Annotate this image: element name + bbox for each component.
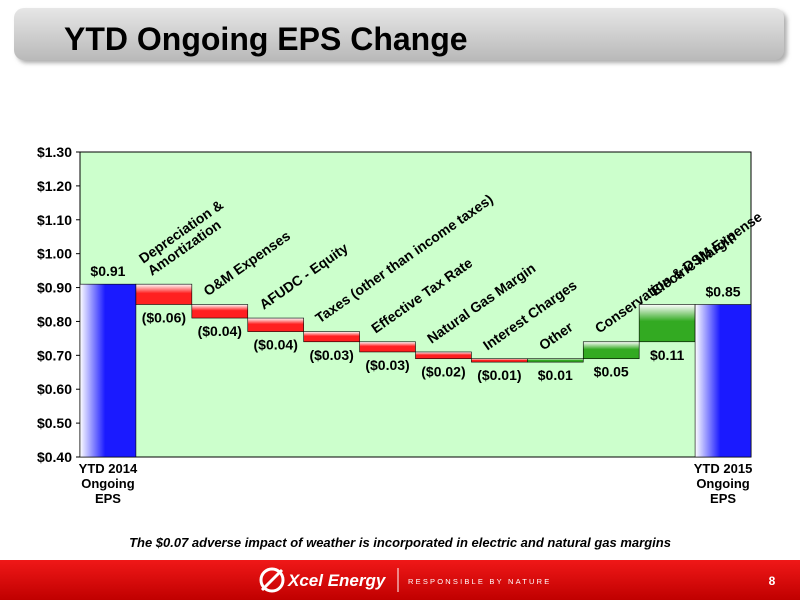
value-label: $0.91 xyxy=(90,263,125,279)
y-tick-label: $1.10 xyxy=(37,212,72,228)
y-tick-label: $0.90 xyxy=(37,280,72,296)
bar xyxy=(471,358,528,363)
footer-bar xyxy=(0,560,800,600)
value-label: ($0.01) xyxy=(477,367,521,383)
bar xyxy=(582,341,640,360)
value-label: ($0.06) xyxy=(142,310,186,326)
value-label: $0.05 xyxy=(594,364,629,380)
bar xyxy=(303,331,360,343)
x-tick-label: YTD 2015 Ongoing EPS xyxy=(694,461,753,506)
page-number: 8 xyxy=(769,574,776,588)
y-tick-label: $1.00 xyxy=(37,246,72,262)
value-label: $0.85 xyxy=(706,284,741,300)
logo-icon xyxy=(259,567,285,593)
bar xyxy=(527,358,584,363)
value-label: ($0.04) xyxy=(198,323,242,339)
bar xyxy=(415,351,472,360)
bar xyxy=(191,304,249,319)
bar xyxy=(694,304,752,458)
y-tick-label: $0.70 xyxy=(37,347,72,363)
value-label: ($0.03) xyxy=(309,347,353,363)
value-label: $0.01 xyxy=(538,367,573,383)
y-tick-label: $0.50 xyxy=(37,415,72,431)
bar xyxy=(79,283,137,458)
slide-title: YTD Ongoing EPS Change xyxy=(64,21,468,57)
brand: Xcel Energy xyxy=(287,571,387,590)
bar xyxy=(638,304,696,343)
value-label: ($0.03) xyxy=(365,357,409,373)
bar xyxy=(359,341,416,353)
y-tick-label: $0.80 xyxy=(37,313,72,329)
bar xyxy=(247,317,304,332)
header-bar xyxy=(14,8,784,60)
y-tick-label: $1.30 xyxy=(37,144,72,160)
tagline: RESPONSIBLE BY NATURE xyxy=(408,577,551,586)
x-tick-label: YTD 2014 Ongoing EPS xyxy=(79,461,138,506)
y-tick-label: $0.40 xyxy=(37,449,72,465)
y-tick-label: $1.20 xyxy=(37,178,72,194)
logo-swoosh xyxy=(260,568,284,592)
value-label: ($0.02) xyxy=(421,364,465,380)
footnote: The $0.07 adverse impact of weather is i… xyxy=(129,535,671,550)
y-tick-label: $0.60 xyxy=(37,381,72,397)
value-label: ($0.04) xyxy=(254,337,298,353)
value-label: $0.11 xyxy=(650,347,684,363)
bar xyxy=(135,283,193,305)
logo: Xcel Energy RESPONSIBLE BY NATURE xyxy=(259,567,551,593)
